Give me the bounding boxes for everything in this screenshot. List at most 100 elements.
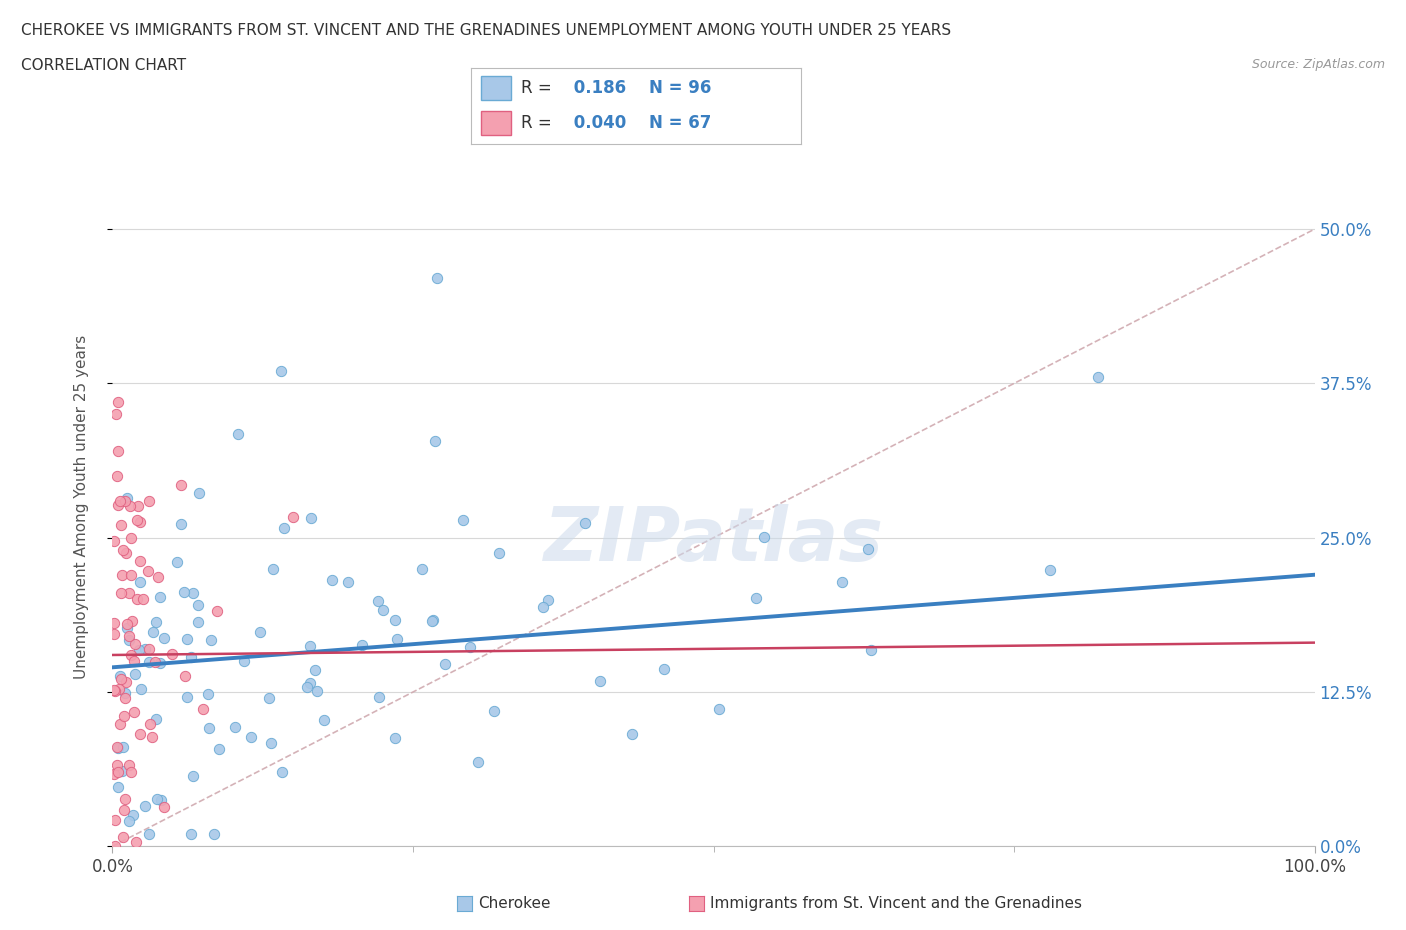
Point <box>120 648 142 663</box>
Point <box>709 701 731 716</box>
Point <box>1039 563 1062 578</box>
Point <box>134 799 156 814</box>
Point <box>115 621 138 636</box>
Point <box>181 769 204 784</box>
Point <box>104 812 127 827</box>
Point <box>104 684 127 698</box>
Point <box>859 643 882 658</box>
Point <box>200 632 222 647</box>
Point <box>180 650 202 665</box>
Point <box>191 701 214 716</box>
Point <box>104 838 127 853</box>
Point <box>115 490 138 505</box>
Point <box>107 764 129 779</box>
Point <box>745 591 768 605</box>
Point <box>270 764 292 779</box>
Point <box>114 791 136 806</box>
Point <box>537 592 560 607</box>
Point <box>226 427 249 442</box>
Point <box>620 726 643 741</box>
Point <box>111 830 134 844</box>
Point <box>122 654 145 669</box>
Point <box>111 764 134 778</box>
Point <box>128 553 150 568</box>
Text: CORRELATION CHART: CORRELATION CHART <box>21 58 186 73</box>
Point <box>108 682 131 697</box>
Point <box>371 603 394 618</box>
Point <box>114 685 136 700</box>
Text: ZIPatlas: ZIPatlas <box>544 504 883 578</box>
Point <box>146 569 169 584</box>
Point <box>103 683 125 698</box>
Point <box>426 271 449 286</box>
Point <box>110 518 132 533</box>
Point <box>120 498 142 513</box>
Point <box>118 632 141 647</box>
Text: Cherokee: Cherokee <box>478 896 551 910</box>
Point <box>387 631 409 646</box>
Point <box>114 546 136 561</box>
Point <box>114 493 136 508</box>
Point <box>858 542 880 557</box>
Point <box>115 617 138 631</box>
Point <box>176 689 198 704</box>
Point <box>108 493 131 508</box>
Point <box>107 740 129 755</box>
Point <box>336 575 359 590</box>
Point <box>752 530 775 545</box>
Point <box>260 736 283 751</box>
Point <box>142 625 165 640</box>
Point <box>488 546 510 561</box>
Point <box>121 614 143 629</box>
Point <box>121 808 143 823</box>
Point <box>411 562 433 577</box>
Text: Source: ZipAtlas.com: Source: ZipAtlas.com <box>1251 58 1385 71</box>
Point <box>108 669 131 684</box>
Point <box>129 514 152 529</box>
Point <box>128 642 150 657</box>
Point <box>181 585 204 600</box>
Point <box>574 515 596 530</box>
Point <box>153 631 176 645</box>
Point <box>367 593 389 608</box>
Point <box>273 521 295 536</box>
Point <box>187 597 209 612</box>
Point <box>1087 370 1109 385</box>
Text: CHEROKEE VS IMMIGRANTS FROM ST. VINCENT AND THE GRENADINES UNEMPLOYMENT AMONG YO: CHEROKEE VS IMMIGRANTS FROM ST. VINCENT … <box>21 23 952 38</box>
Point <box>103 627 125 642</box>
Point <box>118 586 141 601</box>
Point <box>652 661 675 676</box>
Point <box>107 780 129 795</box>
Point <box>114 691 136 706</box>
Text: Immigrants from St. Vincent and the Grenadines: Immigrants from St. Vincent and the Gren… <box>710 896 1083 910</box>
Point <box>420 614 443 629</box>
Bar <box>481 111 510 135</box>
Point <box>187 615 209 630</box>
Point <box>129 682 152 697</box>
Point <box>484 703 506 718</box>
Point <box>129 726 152 741</box>
Point <box>249 624 271 639</box>
Point <box>208 741 231 756</box>
Point <box>145 615 167 630</box>
Point <box>145 654 167 669</box>
Point <box>312 712 335 727</box>
Point <box>153 799 176 814</box>
Point <box>138 717 160 732</box>
Point <box>307 684 329 698</box>
Point <box>108 717 131 732</box>
Point <box>224 720 246 735</box>
Point <box>384 613 406 628</box>
Point <box>136 564 159 578</box>
Point <box>205 604 228 618</box>
Y-axis label: Unemployment Among Youth under 25 years: Unemployment Among Youth under 25 years <box>75 335 89 679</box>
Point <box>299 675 322 690</box>
Point <box>103 766 125 781</box>
Point <box>233 654 256 669</box>
Point <box>434 657 457 671</box>
Point <box>176 631 198 646</box>
Point <box>124 834 146 849</box>
Point <box>138 494 160 509</box>
Point <box>127 512 149 527</box>
Text: R =: R = <box>520 113 557 132</box>
